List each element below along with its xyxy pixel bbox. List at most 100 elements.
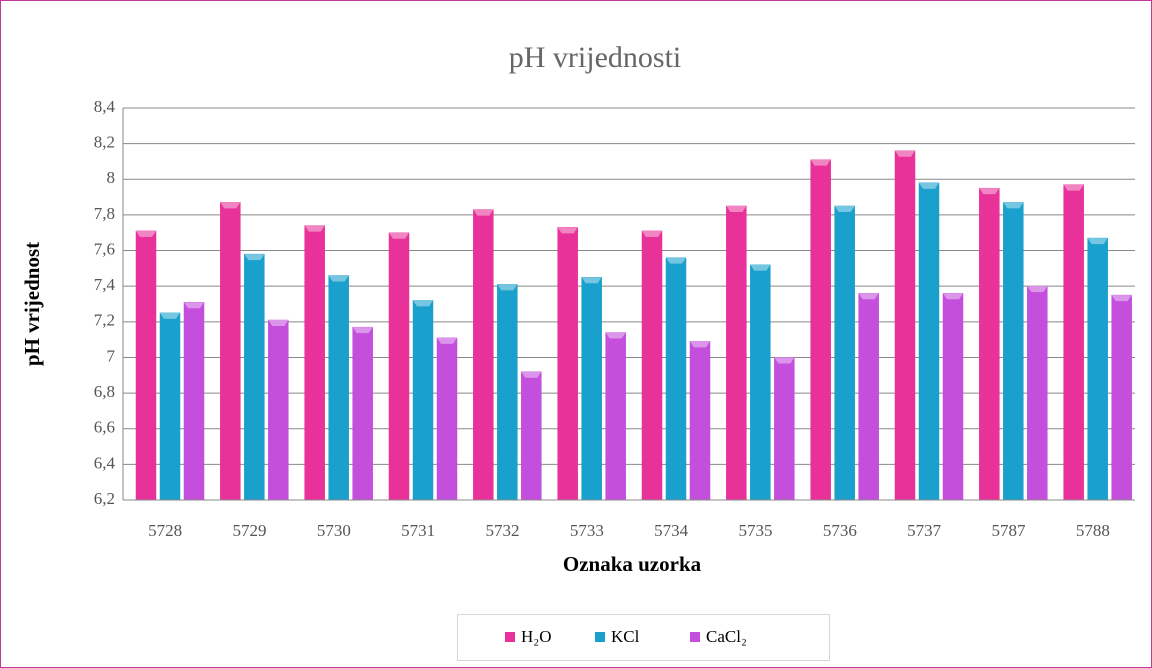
x-tick-label: 5788 [1076, 521, 1110, 540]
bar [1087, 237, 1108, 501]
bar [557, 227, 578, 501]
bar [979, 187, 1000, 501]
x-tick-label: 5728 [148, 521, 182, 540]
bar-top [895, 150, 915, 157]
bar-top [352, 327, 373, 334]
bar [521, 371, 542, 501]
bar [834, 205, 855, 501]
bar [942, 293, 964, 501]
legend-swatch [505, 632, 515, 642]
bar-top [810, 159, 831, 166]
bar-top [1063, 184, 1084, 191]
x-tick-label: 5732 [486, 521, 520, 540]
legend-label: H₂O [521, 627, 551, 646]
x-tick-label: 5731 [401, 521, 435, 540]
bar [774, 357, 795, 501]
bar-top [437, 337, 457, 344]
bar-top [1111, 295, 1132, 302]
y-tick-label: 6,2 [94, 489, 115, 508]
bar [605, 332, 626, 501]
legend-label: KCl [611, 627, 640, 646]
bar-top [943, 293, 963, 300]
legend-swatch [690, 632, 700, 642]
bar-top [605, 332, 626, 339]
y-tick-label: 7,4 [94, 275, 116, 294]
x-tick-label: 5787 [992, 521, 1027, 540]
bar-top [328, 275, 349, 282]
x-tick-label: 5730 [317, 521, 351, 540]
y-tick-label: 6,6 [94, 418, 115, 437]
bar [388, 232, 410, 501]
bar [894, 150, 916, 501]
x-tick-label: 5736 [823, 521, 857, 540]
legend-swatch [595, 632, 605, 642]
bar-top [858, 293, 879, 300]
y-axis-title: pH vrijednost [20, 242, 44, 366]
bar [726, 205, 747, 501]
bar-top [521, 371, 542, 378]
bar-top [726, 206, 747, 212]
bar [1027, 285, 1048, 501]
x-tick-label: 5737 [907, 521, 942, 540]
bar [268, 319, 289, 501]
bar [858, 293, 879, 501]
x-tick-label: 5734 [654, 521, 689, 540]
bar-top [220, 202, 241, 209]
bar-top [666, 257, 686, 264]
y-tick-label: 6,8 [94, 382, 115, 401]
bar-top [1003, 202, 1024, 209]
bar-top [750, 264, 771, 271]
y-tick-label: 8,2 [94, 133, 115, 152]
bar-top [1087, 238, 1108, 245]
bar-top [184, 302, 204, 309]
bar-top [160, 312, 180, 319]
bar-top [690, 341, 710, 348]
y-tick-label: 6,4 [94, 453, 116, 472]
bar [641, 230, 663, 501]
chart-title: pH vrijednosti [509, 41, 682, 74]
bar [581, 277, 602, 501]
y-tick-label: 7,6 [94, 239, 115, 258]
bar [220, 202, 241, 501]
x-axis-title: Oznaka uzorka [563, 552, 702, 576]
bar-top [581, 277, 602, 284]
bar-top [834, 206, 855, 212]
bar-top [774, 357, 795, 364]
x-tick-label: 5729 [233, 521, 267, 540]
bar [497, 284, 518, 501]
bar-top [389, 232, 409, 239]
bar [810, 159, 831, 501]
legend-box [457, 614, 830, 661]
bar [473, 209, 494, 501]
bar-top [268, 320, 289, 327]
bar [750, 264, 771, 501]
bar-top [557, 227, 578, 234]
bar [436, 337, 458, 501]
x-tick-label: 5735 [739, 521, 773, 540]
bar [1003, 202, 1024, 501]
y-tick-label: 8 [107, 168, 116, 187]
bar [665, 257, 687, 501]
bar [328, 275, 349, 501]
bar-top [473, 209, 494, 216]
bar-top [642, 230, 662, 237]
bar [183, 301, 205, 501]
bar [1111, 294, 1132, 501]
bar [1063, 184, 1084, 501]
bar [135, 230, 157, 501]
bar [244, 253, 265, 501]
y-tick-label: 7,2 [94, 311, 115, 330]
x-tick-label: 5733 [570, 521, 604, 540]
bar [918, 182, 940, 501]
bar [412, 300, 434, 501]
bar [304, 225, 325, 501]
y-tick-label: 8,4 [94, 97, 116, 116]
legend-label: CaCl₂ [706, 627, 747, 646]
bar [689, 341, 711, 501]
y-tick-label: 7,8 [94, 204, 115, 223]
bar-top [304, 225, 325, 232]
bar [352, 326, 373, 501]
bar-top [1027, 286, 1048, 293]
bar-top [979, 188, 1000, 195]
